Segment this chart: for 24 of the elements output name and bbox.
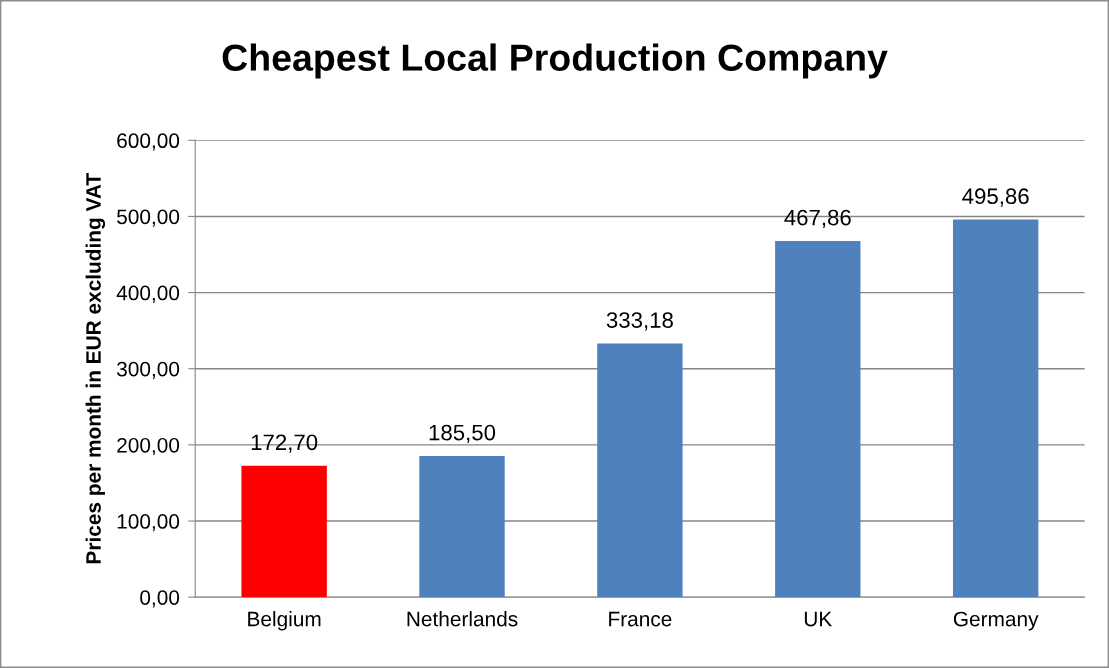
data-label: 185,50 [429,424,496,444]
x-tick-label: Germany [953,611,1039,631]
data-label: 495,86 [962,188,1029,207]
bar [419,455,505,598]
y-axis-title: Prices per month in EUR excluding VAT [85,173,106,564]
x-tick-label: Belgium [248,611,321,631]
y-tick-label: 0,00 [140,590,180,608]
x-tick-label: France [609,611,672,627]
data-label: 467,86 [784,209,851,229]
y-tick-label: 100,00 [117,514,180,532]
x-tick-label: Netherlands [407,611,518,627]
bar [241,465,327,598]
y-tick-label: 400,00 [116,285,180,303]
bar [775,240,861,598]
x-tick-label: UK [804,611,833,627]
y-tick-label: 500,00 [117,209,180,227]
chart-title: Cheapest Local Production Company [222,43,888,79]
bar [597,343,683,598]
y-tick-label: 600,00 [117,133,180,151]
data-label: 333,18 [606,312,673,331]
y-tick-label: 200,00 [117,437,180,456]
y-tick-label: 300,00 [116,361,180,379]
data-label: 172,70 [251,434,318,453]
bar [952,219,1039,598]
